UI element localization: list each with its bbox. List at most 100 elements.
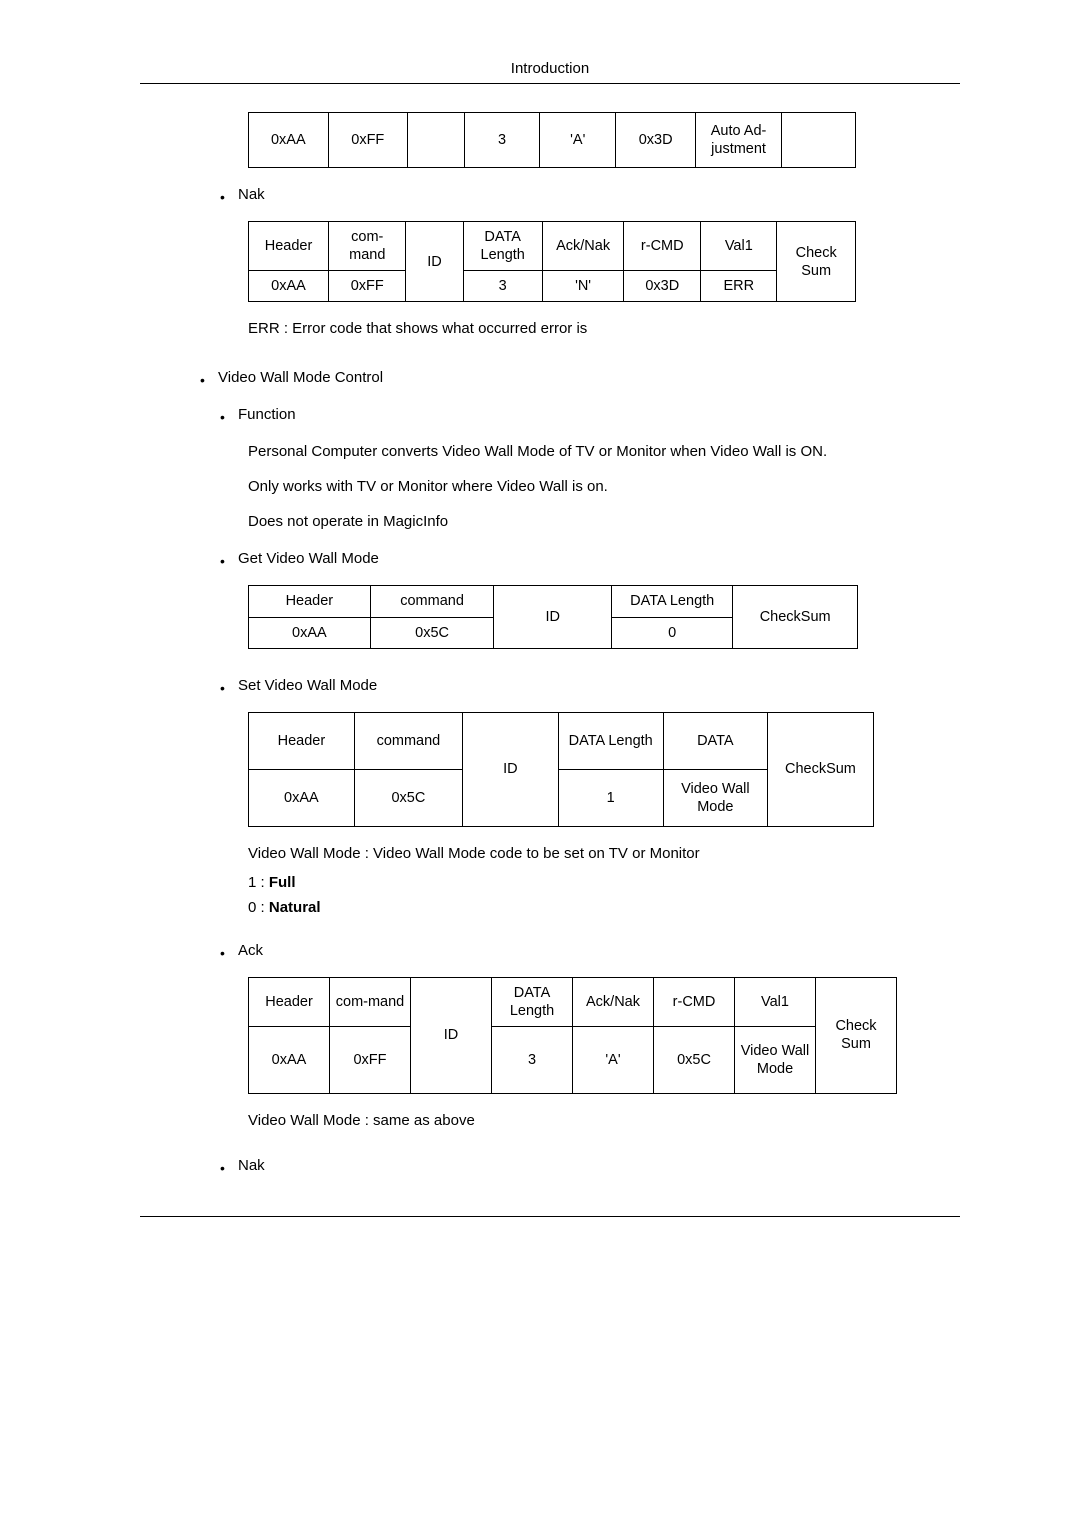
- bullet-label: Ack: [238, 942, 960, 959]
- cell: 3: [465, 113, 540, 168]
- cell: CheckSum: [733, 586, 858, 648]
- cell: 0xFF: [329, 271, 406, 302]
- cell: 0xAA: [249, 769, 355, 826]
- table-row: Header command ID DATA Length DATA Check…: [249, 712, 874, 769]
- bullet-nak-1: • Nak: [220, 186, 960, 205]
- function-p1: Personal Computer converts Video Wall Mo…: [248, 441, 960, 462]
- bullet-label: Function: [238, 406, 960, 423]
- cell: 'A': [573, 1026, 654, 1093]
- bullet-set-vwm: • Set Video Wall Mode: [220, 677, 960, 696]
- cell: r-CMD: [624, 222, 701, 271]
- cell: Val1: [701, 222, 777, 271]
- bullet-icon: •: [220, 406, 238, 425]
- mode-natural: 0 : Natural: [248, 899, 960, 916]
- bullet-icon: •: [220, 677, 238, 696]
- table-row: Header com-mand ID DATA Length Ack/Nak r…: [249, 977, 897, 1026]
- mode-code: 0: [248, 899, 256, 916]
- cell: Ack/Nak: [573, 977, 654, 1026]
- cell: Header: [249, 222, 329, 271]
- bullet-label: Nak: [238, 1157, 960, 1174]
- cell: 3: [463, 271, 542, 302]
- page-title: Introduction: [140, 60, 960, 84]
- bullet-icon: •: [220, 186, 238, 205]
- cell: 0xFF: [330, 1026, 411, 1093]
- table-row: Header com-mand ID DATA Length Ack/Nak r…: [249, 222, 856, 271]
- set-desc: Video Wall Mode : Video Wall Mode code t…: [248, 845, 960, 862]
- cell: command: [354, 712, 462, 769]
- cell: DATA Length: [492, 977, 573, 1026]
- cell: DATA Length: [558, 712, 663, 769]
- cell: [407, 113, 464, 168]
- bullet-icon: •: [220, 1157, 238, 1176]
- table-auto-adjustment-row: 0xAA 0xFF 3 'A' 0x3D Auto Ad-justment: [248, 112, 856, 168]
- cell: Check Sum: [816, 977, 897, 1093]
- cell: ID: [411, 977, 492, 1093]
- cell: Header: [249, 977, 330, 1026]
- cell: Header: [249, 712, 355, 769]
- table-row: 0xAA 0xFF 3 'N' 0x3D ERR: [249, 271, 856, 302]
- cell: Video Wall Mode: [735, 1026, 816, 1093]
- table-row: 0xAA 0xFF 3 'A' 0x3D Auto Ad-justment: [249, 113, 856, 168]
- bullet-label: Video Wall Mode Control: [218, 369, 960, 386]
- ack-note: Video Wall Mode : same as above: [248, 1112, 960, 1129]
- cell: [782, 113, 856, 168]
- cell: command: [370, 586, 494, 617]
- cell: 0x3D: [616, 113, 695, 168]
- mode-name: Natural: [269, 899, 321, 916]
- cell: Check Sum: [777, 222, 856, 302]
- table-set-vwm: Header command ID DATA Length DATA Check…: [248, 712, 874, 827]
- cell: 0xAA: [249, 271, 329, 302]
- bullet-icon: •: [200, 369, 218, 388]
- cell: 'N': [542, 271, 624, 302]
- table-ack: Header com-mand ID DATA Length Ack/Nak r…: [248, 977, 897, 1094]
- cell: ID: [406, 222, 463, 302]
- cell: 0x5C: [370, 617, 494, 648]
- cell: com-mand: [329, 222, 406, 271]
- err-note: ERR : Error code that shows what occurre…: [248, 320, 960, 337]
- cell: DATA: [663, 712, 767, 769]
- cell: Val1: [735, 977, 816, 1026]
- bullet-label: Nak: [238, 186, 960, 203]
- cell: 0x5C: [354, 769, 462, 826]
- cell: DATA Length: [463, 222, 542, 271]
- cell: 0xAA: [249, 1026, 330, 1093]
- bullet-vwmc: • Video Wall Mode Control: [200, 369, 960, 388]
- cell: ID: [463, 712, 558, 826]
- cell: Ack/Nak: [542, 222, 624, 271]
- cell: ERR: [701, 271, 777, 302]
- function-p2: Only works with TV or Monitor where Vide…: [248, 476, 960, 497]
- bullet-icon: •: [220, 942, 238, 961]
- cell: 0x3D: [624, 271, 701, 302]
- bullet-function: • Function: [220, 406, 960, 425]
- cell: 3: [492, 1026, 573, 1093]
- page-footer-rule: [140, 1216, 960, 1217]
- cell: 'A': [540, 113, 616, 168]
- cell: Header: [249, 586, 371, 617]
- table-row: 0xAA 0xFF 3 'A' 0x5C Video Wall Mode: [249, 1026, 897, 1093]
- bullet-ack: • Ack: [220, 942, 960, 961]
- cell: 1: [558, 769, 663, 826]
- cell: 0xAA: [249, 113, 329, 168]
- mode-full: 1 : Full: [248, 874, 960, 891]
- cell: r-CMD: [654, 977, 735, 1026]
- cell: CheckSum: [767, 712, 873, 826]
- cell: Video Wall Mode: [663, 769, 767, 826]
- cell: 0xFF: [328, 113, 407, 168]
- cell: com-mand: [330, 977, 411, 1026]
- mode-code: 1: [248, 874, 256, 891]
- bullet-nak-2: • Nak: [220, 1157, 960, 1176]
- cell: 0x5C: [654, 1026, 735, 1093]
- bullet-icon: •: [220, 550, 238, 569]
- bullet-label: Set Video Wall Mode: [238, 677, 960, 694]
- cell: Auto Ad-justment: [695, 113, 781, 168]
- table-get-vwm: Header command ID DATA Length CheckSum 0…: [248, 585, 858, 648]
- bullet-get-vwm: • Get Video Wall Mode: [220, 550, 960, 569]
- cell: DATA Length: [612, 586, 733, 617]
- table-nak-1: Header com-mand ID DATA Length Ack/Nak r…: [248, 221, 856, 302]
- bullet-label: Get Video Wall Mode: [238, 550, 960, 567]
- cell: 0xAA: [249, 617, 371, 648]
- mode-name: Full: [269, 874, 296, 891]
- table-row: Header command ID DATA Length CheckSum: [249, 586, 858, 617]
- function-p3: Does not operate in MagicInfo: [248, 511, 960, 532]
- cell: 0: [612, 617, 733, 648]
